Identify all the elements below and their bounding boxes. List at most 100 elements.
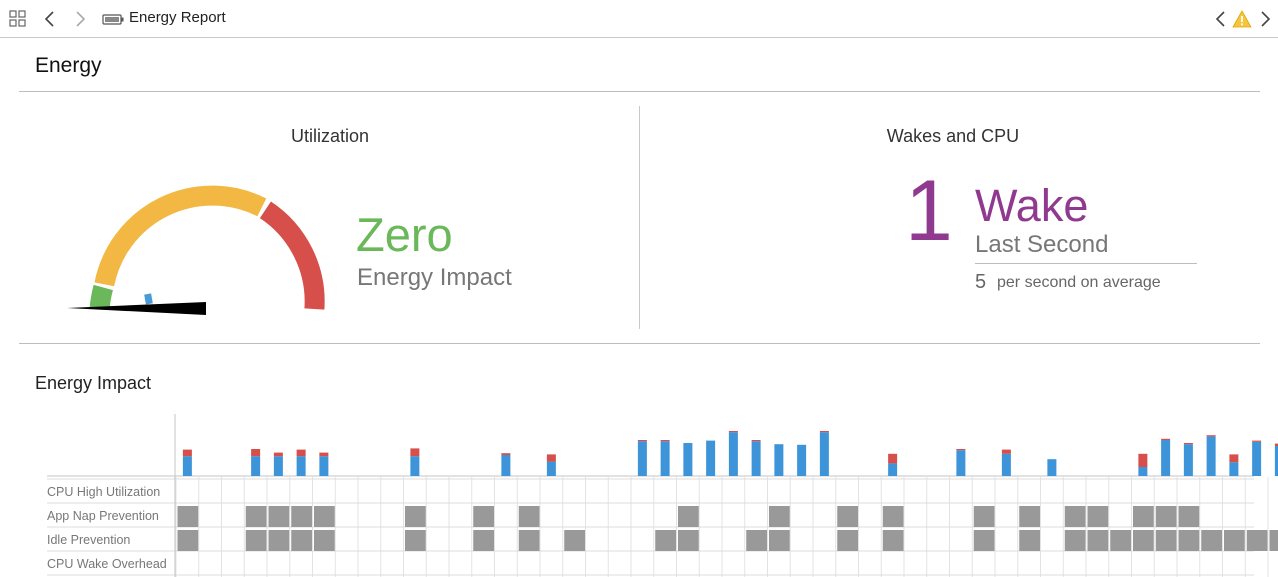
indicator-cell xyxy=(1110,530,1131,551)
indicator-cell xyxy=(1064,530,1086,551)
grid-icon[interactable] xyxy=(8,9,28,29)
bar-cpu xyxy=(1229,462,1239,476)
indicator-cell xyxy=(882,506,904,527)
toolbar-title: Energy Report xyxy=(129,9,226,26)
toolbar: Energy Report xyxy=(0,0,1278,38)
indicator-cell xyxy=(473,530,494,551)
bar-overhead xyxy=(410,448,420,457)
wake-unit: Wake xyxy=(975,180,1089,231)
bar-cpu xyxy=(728,432,738,476)
bar-overhead xyxy=(546,454,556,462)
indicator-cell xyxy=(268,506,290,527)
bar-cpu xyxy=(683,443,693,476)
indicator-cell xyxy=(1224,530,1245,551)
bar-cpu xyxy=(797,444,807,476)
indicator-cell xyxy=(973,506,995,527)
bar-overhead xyxy=(296,449,306,457)
indicator-cell xyxy=(1019,506,1040,527)
bar-overhead xyxy=(888,453,898,464)
panel-divider xyxy=(639,106,640,329)
bar-cpu xyxy=(637,441,647,476)
bar-cpu xyxy=(819,432,829,476)
indicator-cell xyxy=(405,506,426,527)
panels-divider xyxy=(19,343,1260,344)
indicator-cell xyxy=(245,506,267,527)
indicator-cell xyxy=(473,506,494,527)
battery-icon xyxy=(102,14,124,25)
bar-cpu xyxy=(182,456,192,476)
bar-cpu xyxy=(1274,446,1278,476)
bar-overhead xyxy=(1183,443,1193,445)
indicator-cell xyxy=(1178,530,1200,551)
indicator-cell xyxy=(1201,530,1222,551)
row-label-cpu-wake-overhead: CPU Wake Overhead xyxy=(47,557,167,571)
bar-cpu xyxy=(1183,444,1193,476)
energy-impact-chart xyxy=(47,414,1278,577)
bar-overhead xyxy=(751,440,761,442)
section-divider xyxy=(19,91,1260,92)
indicator-cell xyxy=(405,530,426,551)
bar-overhead xyxy=(1252,440,1262,442)
bar-overhead xyxy=(182,449,192,457)
indicator-cell xyxy=(177,530,199,551)
bar-cpu xyxy=(774,444,784,476)
bar-overhead xyxy=(1206,435,1216,437)
bar-overhead xyxy=(1274,443,1278,446)
utilization-title: Utilization xyxy=(290,126,370,146)
bar-cpu xyxy=(1138,467,1148,476)
utilization-subtitle: Energy Impact xyxy=(357,264,512,291)
bar-overhead xyxy=(819,431,829,433)
energy-impact-title: Energy Impact xyxy=(35,373,152,393)
indicator-cell xyxy=(1155,530,1177,551)
indicator-cell xyxy=(1269,530,1278,551)
bar-cpu xyxy=(1206,436,1216,476)
indicator-cell xyxy=(837,506,858,527)
bar-cpu xyxy=(751,441,761,476)
indicator-cell xyxy=(518,530,540,551)
bar-cpu xyxy=(1252,441,1262,476)
bar-cpu xyxy=(1161,440,1171,476)
prev-issue-chevron-icon[interactable] xyxy=(1211,9,1231,29)
bar-cpu xyxy=(956,450,966,476)
bar-overhead xyxy=(251,449,261,457)
gauge-marker xyxy=(144,293,153,305)
wake-average-value: 5 xyxy=(975,271,987,293)
wake-subtitle: Last Second xyxy=(975,231,1109,258)
section-title: Energy xyxy=(35,54,102,77)
bar-overhead xyxy=(637,440,647,442)
bar-cpu xyxy=(273,456,283,476)
indicator-cell xyxy=(314,530,335,551)
indicator-cell xyxy=(314,506,335,527)
gauge-segment-medium xyxy=(94,185,267,287)
indicator-cell xyxy=(746,530,767,551)
bar-cpu xyxy=(251,456,261,476)
gauge-segment-low xyxy=(89,284,113,310)
row-label-idle-prevention: Idle Prevention xyxy=(47,533,131,547)
gauge-segment-high xyxy=(259,201,325,310)
forward-chevron-icon[interactable] xyxy=(70,9,90,29)
gauge-needle xyxy=(67,302,206,315)
indicator-cell xyxy=(1064,506,1086,527)
indicator-cell xyxy=(1133,506,1154,527)
indicator-cell xyxy=(245,530,267,551)
bar-cpu xyxy=(1001,453,1011,476)
indicator-cell xyxy=(1087,506,1109,527)
utilization-gauge xyxy=(67,185,325,315)
indicator-cell xyxy=(655,530,676,551)
warning-icon[interactable] xyxy=(1232,9,1252,29)
wake-count: 1 xyxy=(905,163,953,259)
next-issue-chevron-icon[interactable] xyxy=(1255,9,1275,29)
row-label-cpu-high-utilization: CPU High Utilization xyxy=(47,485,161,499)
bar-cpu xyxy=(706,440,716,476)
utilization-level: Zero xyxy=(356,208,453,261)
row-label-app-nap-prevention: App Nap Prevention xyxy=(47,509,159,523)
indicator-cell xyxy=(882,530,904,551)
bar-overhead xyxy=(728,431,738,433)
indicator-cell xyxy=(769,506,790,527)
bar-overhead xyxy=(1229,454,1239,463)
back-chevron-icon[interactable] xyxy=(40,9,60,29)
bar-overhead xyxy=(319,452,329,457)
indicator-cell xyxy=(1155,506,1177,527)
indicator-cell xyxy=(1087,530,1109,551)
bar-cpu xyxy=(501,455,511,476)
